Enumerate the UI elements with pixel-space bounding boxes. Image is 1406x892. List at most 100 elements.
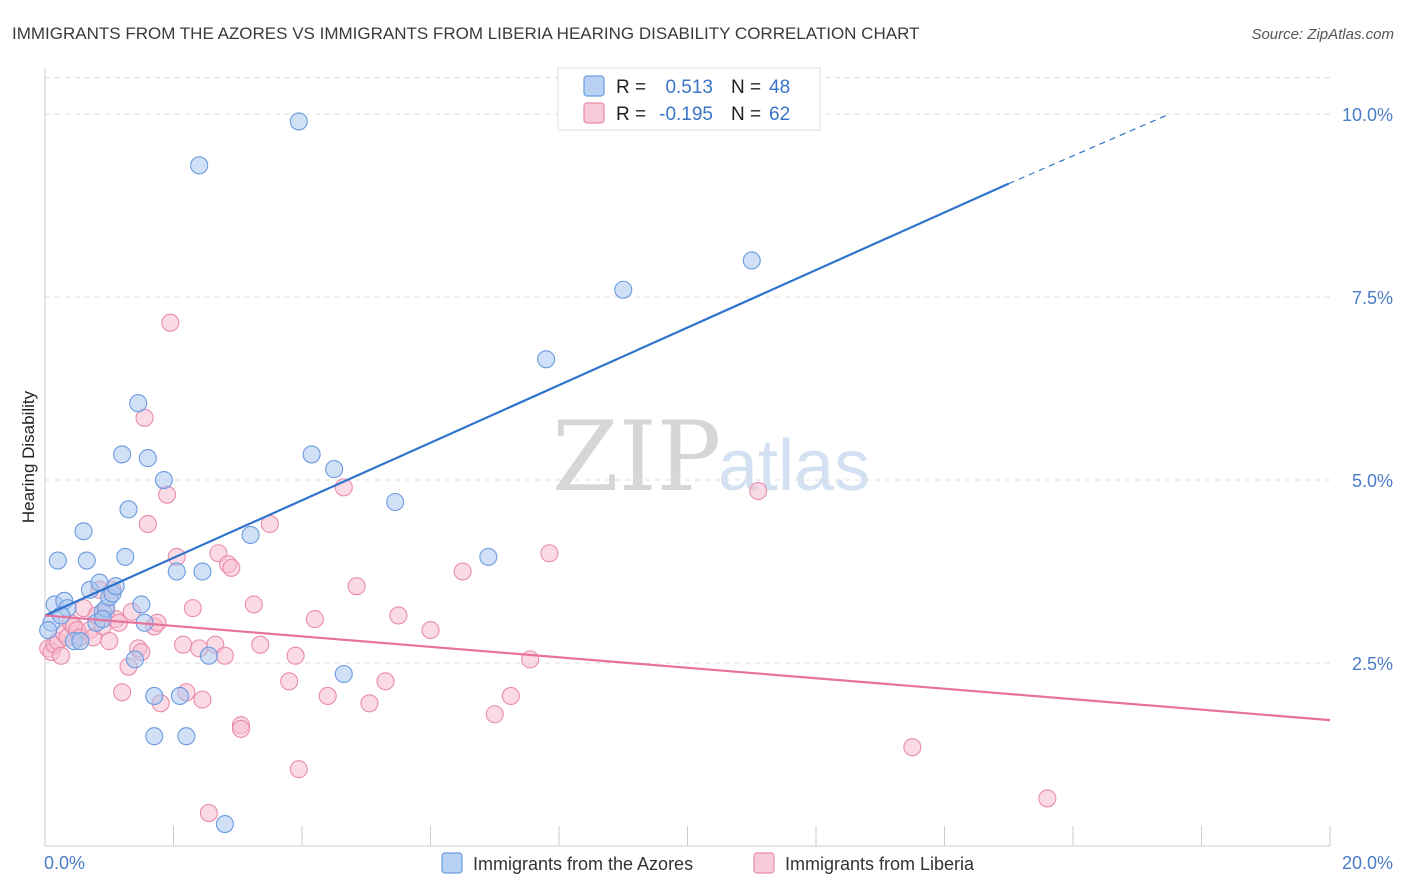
liberia-point-63 (485, 705, 504, 724)
azores-point-33 (199, 646, 218, 665)
azores-point-17 (113, 445, 132, 464)
stats-r-liberia: -0.195 (659, 104, 713, 125)
liberia-point-54 (305, 610, 324, 629)
liberia-point-43 (215, 646, 234, 665)
liberia-point-28 (138, 514, 157, 534)
azores-point-41 (479, 547, 498, 566)
liberia-point-55 (318, 686, 337, 706)
liberia-point-49 (251, 635, 270, 654)
azores-point-27 (154, 470, 173, 490)
watermark-zip: ZIP (552, 401, 721, 513)
azores-point-21 (129, 394, 148, 413)
azores-point-28 (167, 562, 186, 581)
liberia-point-47 (231, 719, 251, 738)
azores-point-24 (138, 449, 157, 468)
liberia-point-53 (289, 760, 308, 779)
trend-line-azores-extension (1008, 113, 1170, 185)
stats-r-label-liberia: R = (616, 104, 646, 125)
liberia-point-45 (222, 558, 241, 577)
watermark-atlas: atlas (718, 426, 870, 506)
watermark: ZIP atlas (552, 401, 870, 513)
azores-point-39 (334, 664, 353, 684)
legend-label-azores: Immigrants from the Azores (473, 854, 693, 874)
liberia-point-59 (376, 672, 395, 691)
legend-swatch-azores (441, 852, 463, 874)
liberia-point-62 (453, 562, 472, 581)
azores-point-32 (193, 562, 212, 581)
x-tick-label-max: 20.0% (1342, 853, 1393, 873)
trend-line-liberia (44, 614, 1331, 722)
stats-swatch-liberia (583, 102, 605, 124)
liberia-point-67 (749, 481, 768, 501)
stats-legend-box: R = 0.513 N = 48 R = -0.195 N = 62 (557, 67, 821, 131)
liberia-point-22 (113, 683, 132, 702)
azores-point-40 (386, 492, 405, 512)
azores-point-44 (742, 251, 761, 270)
liberia-point-60 (389, 606, 408, 625)
y-tick-label-0: 2.5% (1352, 654, 1393, 674)
azores-point-8 (77, 551, 96, 570)
azores-point-26 (145, 686, 164, 706)
azores-point-29 (170, 686, 189, 706)
stats-r-azores: 0.513 (665, 77, 713, 98)
azores-point-6 (71, 632, 90, 651)
chart-source: Source: ZipAtlas.com (1251, 26, 1394, 43)
azores-point-42 (537, 350, 556, 369)
azores-point-25 (145, 727, 164, 746)
chart-title: IMMIGRANTS FROM THE AZORES VS IMMIGRANTS… (12, 24, 919, 43)
azores-point-20 (125, 650, 144, 669)
azores-point-19 (119, 500, 138, 519)
azores-point-31 (190, 156, 209, 175)
azores-point-2 (48, 551, 67, 570)
gridlines (45, 77, 1330, 664)
azores-point-37 (302, 445, 321, 464)
bottom-legend: Immigrants from the Azores Immigrants fr… (441, 852, 975, 874)
liberia-point-66 (540, 544, 559, 563)
azores-point-18 (116, 547, 135, 566)
liberia-point-32 (158, 485, 177, 504)
stats-n-label-liberia: N = (731, 104, 761, 125)
azores-point-7 (74, 522, 93, 541)
stats-n-liberia: 62 (769, 104, 790, 125)
liberia-point-57 (347, 577, 366, 596)
liberia-point-4 (52, 646, 71, 665)
azores-point-45 (39, 621, 58, 640)
azores-point-38 (325, 460, 344, 479)
liberia-point-64 (501, 686, 520, 706)
liberia-point-35 (174, 635, 193, 654)
y-axis-tick-labels: 2.5% 5.0% 7.5% 10.0% (1342, 105, 1393, 674)
x-axis-ticks (173, 826, 1331, 846)
liberia-point-33 (161, 313, 180, 332)
liberia-point-40 (199, 804, 218, 823)
azores-point-35 (241, 525, 260, 544)
liberia-point-51 (280, 672, 299, 691)
liberia-point-37 (183, 599, 202, 618)
azores-point-22 (132, 595, 151, 614)
azores-point-34 (215, 814, 234, 834)
stats-r-label-azores: R = (616, 77, 646, 98)
y-tick-label-2: 7.5% (1352, 288, 1393, 308)
liberia-point-61 (421, 621, 440, 640)
liberia-point-58 (360, 694, 379, 713)
azores-point-36 (289, 112, 308, 131)
stats-swatch-azores (583, 75, 605, 97)
azores-point-30 (177, 727, 196, 746)
trend-lines (44, 113, 1331, 722)
y-axis-label: Hearing Disability (19, 390, 38, 523)
y-tick-label-1: 5.0% (1352, 471, 1393, 491)
liberia-point-68 (903, 738, 922, 757)
stats-n-azores: 48 (769, 77, 790, 98)
stats-n-label-azores: N = (731, 77, 761, 98)
liberia-point-69 (1038, 789, 1057, 808)
y-tick-label-3: 10.0% (1342, 105, 1393, 125)
trend-line-azores (44, 182, 1010, 617)
liberia-point-39 (193, 690, 212, 709)
liberia-point-52 (286, 646, 305, 665)
x-tick-label-min: 0.0% (44, 853, 85, 873)
azores-point-43 (614, 280, 633, 299)
liberia-point-48 (244, 595, 263, 614)
legend-swatch-liberia (753, 852, 775, 874)
liberia-point-18 (100, 632, 119, 651)
legend-label-liberia: Immigrants from Liberia (785, 854, 975, 874)
